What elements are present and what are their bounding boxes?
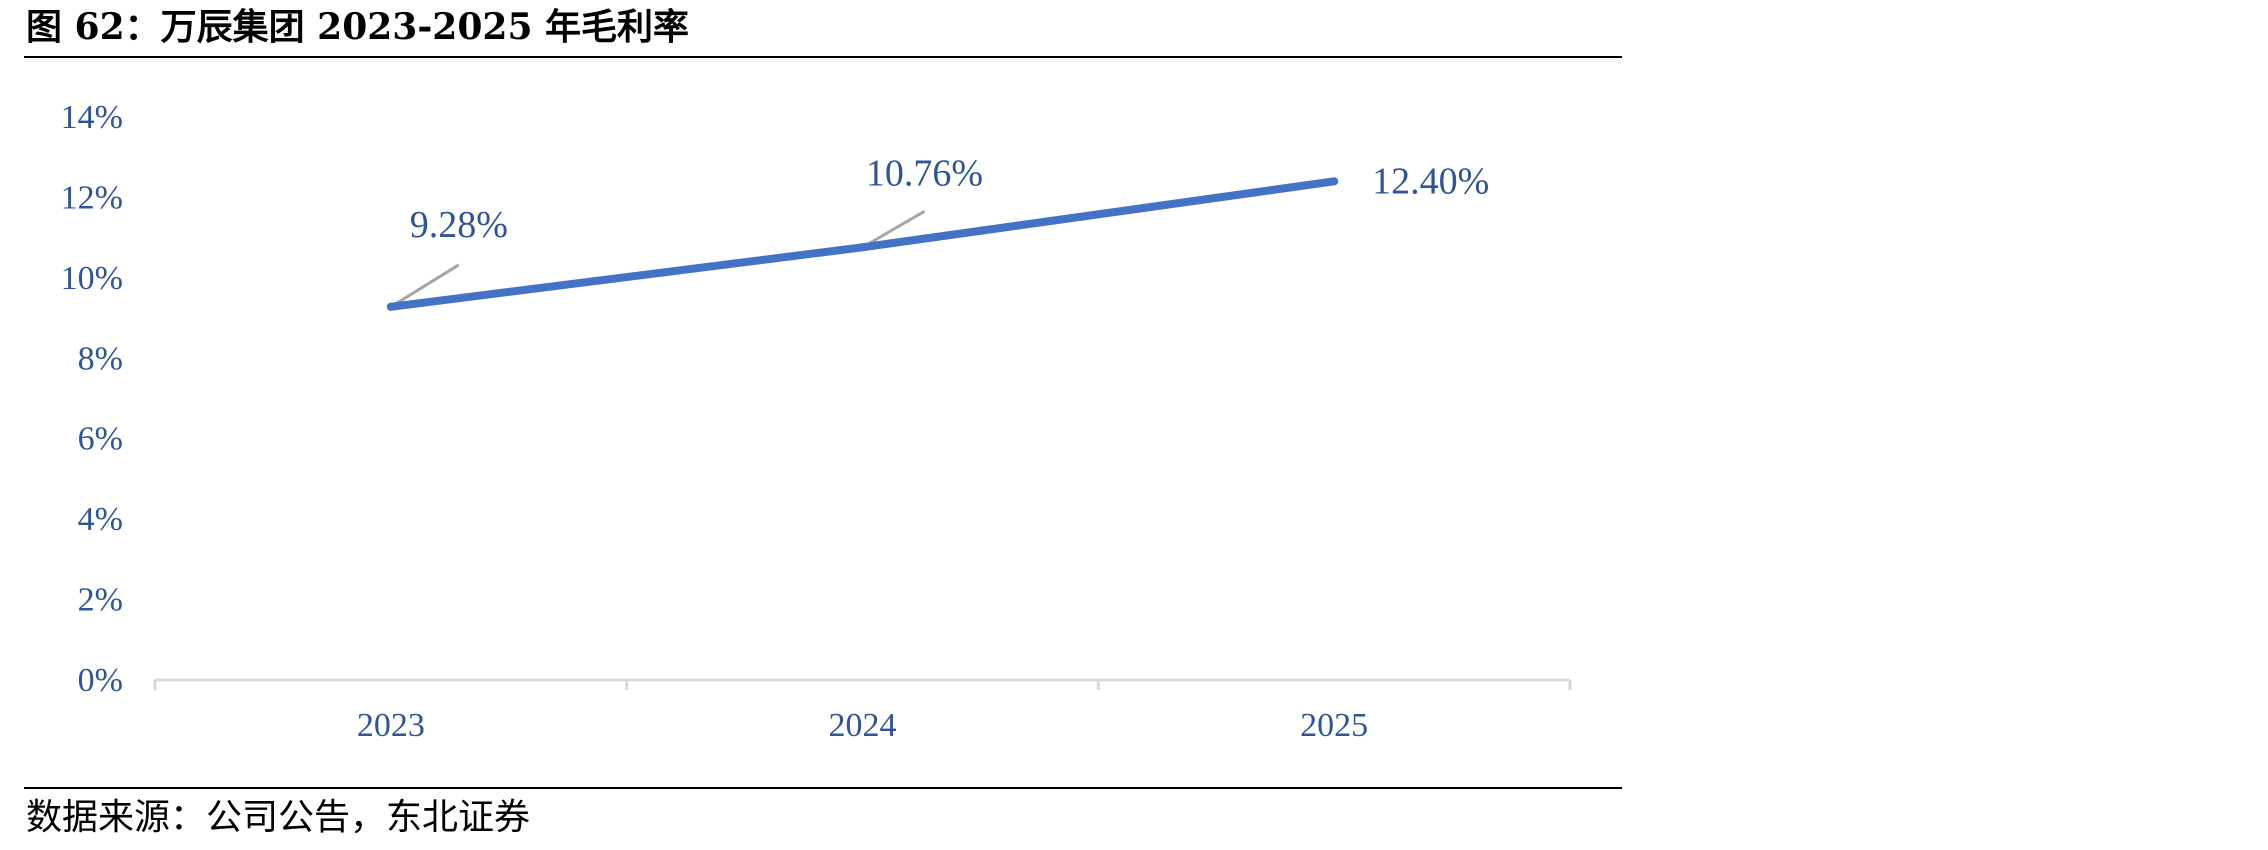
data-label: 10.76% <box>866 152 983 194</box>
leader-line <box>390 263 460 309</box>
data-labels: 9.28% 10.76% 12.40% <box>410 152 1490 246</box>
data-label: 9.28% <box>410 204 508 246</box>
y-tick-label: 0% <box>78 662 123 699</box>
label-leader-lines <box>390 209 926 309</box>
y-tick-label: 8% <box>78 340 123 377</box>
x-tick-label: 2025 <box>1300 707 1368 744</box>
source-note: 数据来源：公司公告，东北证券 <box>26 797 531 838</box>
y-tick-label: 10% <box>61 260 123 297</box>
y-axis: 0% 2% 4% 6% 8% 10% 12% 14% <box>61 99 123 699</box>
y-tick-label: 12% <box>61 179 123 216</box>
title-rule <box>24 56 1622 58</box>
series-group <box>386 177 1339 311</box>
y-tick-label: 4% <box>78 501 123 538</box>
x-tick-label: 2023 <box>357 707 425 744</box>
y-tick-label: 6% <box>78 421 123 458</box>
figure-title: 图 62：万辰集团 2023-2025 年毛利率 <box>26 6 690 48</box>
leader-line <box>861 209 926 249</box>
y-tick-label: 2% <box>78 582 123 619</box>
data-point <box>1330 177 1339 186</box>
data-label: 12.40% <box>1372 160 1489 202</box>
x-axis: 2023 2024 2025 <box>153 678 1572 744</box>
data-point <box>858 243 867 252</box>
y-tick-label: 14% <box>61 99 123 136</box>
data-point <box>386 302 395 311</box>
source-rule <box>24 787 1622 789</box>
x-tick-label: 2024 <box>829 707 897 744</box>
